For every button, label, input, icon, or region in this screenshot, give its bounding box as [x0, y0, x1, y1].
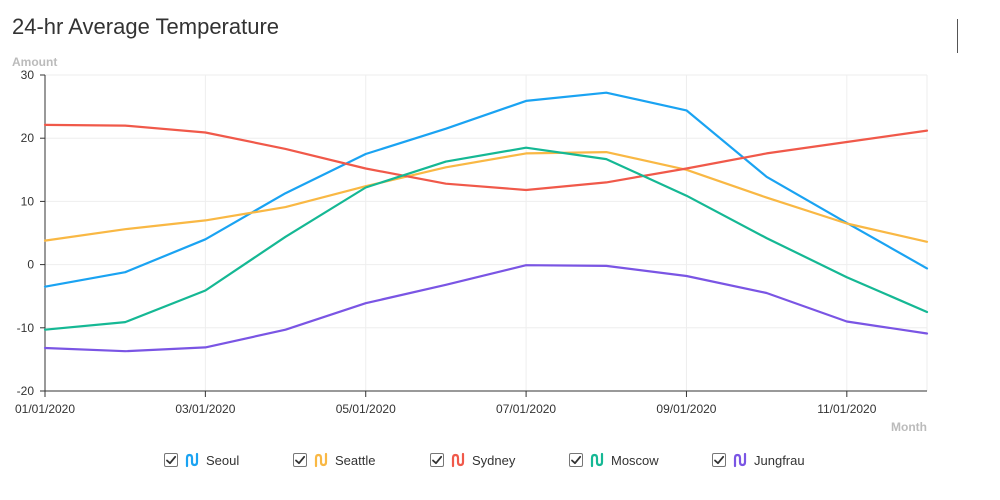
x-tick-label: 05/01/2020	[336, 402, 396, 416]
y-tick-label: -10	[17, 321, 35, 335]
x-tick-label: 07/01/2020	[496, 402, 556, 416]
y-tick-label: 10	[21, 194, 35, 208]
y-tick-label: 0	[27, 258, 34, 272]
legend-label: Moscow	[611, 452, 659, 468]
series-line-seattle	[43, 151, 929, 243]
legend-item-moscow[interactable]: Moscow	[569, 448, 659, 472]
series-line-moscow	[43, 146, 929, 331]
legend-item-seoul[interactable]: Seoul	[164, 448, 239, 472]
x-tick-label: 09/01/2020	[656, 402, 716, 416]
series-line-icon	[590, 452, 604, 468]
grid-lines	[44, 74, 928, 392]
x-tick-label: 01/01/2020	[15, 402, 75, 416]
x-tick-label: 03/01/2020	[175, 402, 235, 416]
legend-checkbox[interactable]	[712, 453, 726, 467]
chart-legend: Seoul Seattle Sydney Moscow Jungfrau	[0, 448, 1000, 472]
text-cursor	[957, 19, 958, 53]
y-tick-label: -20	[17, 384, 35, 398]
y-axis-ticks: 30 20 10 0 -10 -20	[17, 68, 45, 398]
series-line-icon	[314, 452, 328, 468]
legend-label: Jungfrau	[754, 452, 805, 468]
legend-checkbox[interactable]	[164, 453, 178, 467]
axes	[44, 75, 927, 392]
x-axis-ticks: 01/01/2020 03/01/2020 05/01/2020 07/01/2020…	[15, 391, 877, 416]
y-tick-label: 30	[21, 68, 35, 82]
legend-label: Seoul	[206, 452, 240, 468]
legend-item-jungfrau[interactable]: Jungfrau	[712, 448, 805, 472]
series-lines	[43, 91, 929, 353]
series-line-icon	[185, 452, 199, 468]
series-line-icon	[733, 452, 747, 468]
series-line-icon	[451, 452, 465, 468]
y-axis-label: Amount	[12, 55, 57, 69]
legend-item-sydney[interactable]: Sydney	[430, 448, 515, 472]
legend-label: Seattle	[335, 452, 376, 468]
legend-checkbox[interactable]	[293, 453, 307, 467]
series-line-seoul	[43, 91, 929, 288]
chart-title: 24-hr Average Temperature	[12, 14, 280, 39]
legend-label: Sydney	[472, 452, 516, 468]
series-line-sydney	[43, 123, 929, 192]
legend-checkbox[interactable]	[430, 453, 444, 467]
legend-checkbox[interactable]	[569, 453, 583, 467]
legend-item-seattle[interactable]: Seattle	[293, 448, 375, 472]
y-tick-label: 20	[21, 131, 35, 145]
x-axis-label: Month	[891, 420, 927, 434]
x-tick-label: 11/01/2020	[817, 402, 876, 416]
series-line-jungfrau	[43, 264, 929, 353]
